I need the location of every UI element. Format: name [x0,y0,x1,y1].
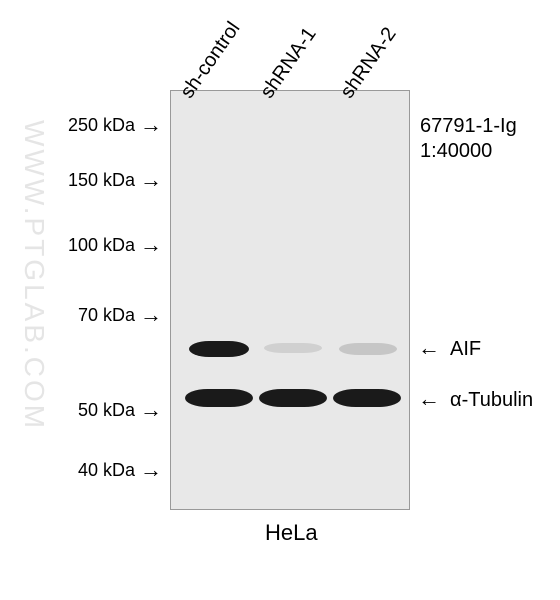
cell-line-label: HeLa [265,520,318,546]
band-aif-lane3 [339,343,397,355]
watermark: WWW.PTGLAB.COM [18,120,50,431]
band-tubulin-lane2 [259,389,327,407]
band-tubulin-lane3 [333,389,401,407]
blot-membrane [170,90,410,510]
band-tubulin-lane1 [185,389,253,407]
catalog-number: 67791-1-Ig [420,115,517,138]
dilution-label: 1:40000 [420,140,492,163]
band-aif-lane1 [189,341,249,357]
band-aif-lane2 [264,343,322,353]
blot-figure: WWW.PTGLAB.COM sh-control shRNA-1 shRNA-… [0,0,560,600]
